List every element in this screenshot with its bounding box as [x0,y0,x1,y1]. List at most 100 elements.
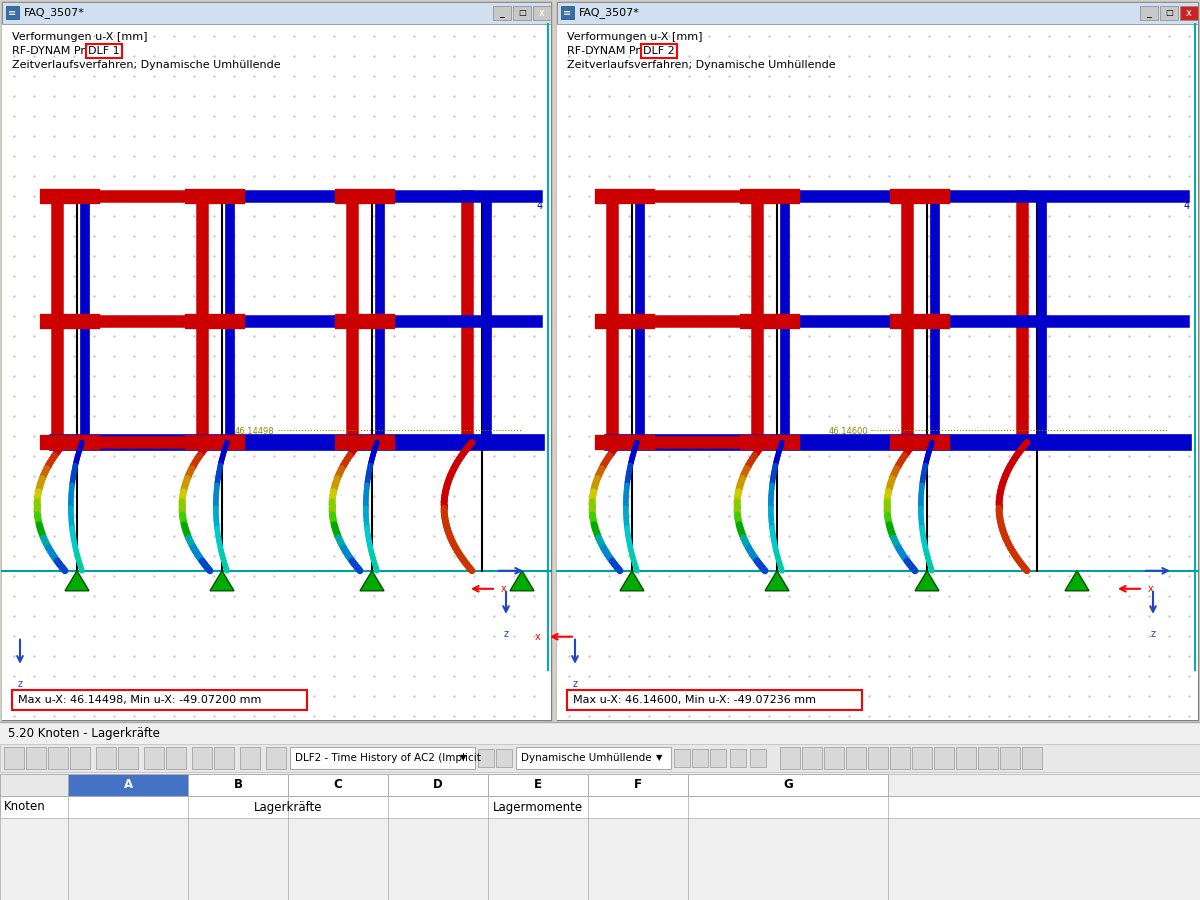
Bar [68,774,188,796]
Bar [266,747,286,769]
Polygon shape [65,571,89,590]
Text: z: z [572,679,577,688]
Text: B: B [234,778,242,791]
Polygon shape [210,571,234,590]
Bar [514,6,530,20]
Bar [86,44,122,58]
Bar [1140,6,1158,20]
Text: z: z [1151,629,1156,639]
Bar [144,747,164,769]
Bar [516,747,671,769]
Text: Zeitverlaufsverfahren; Dynamische Umhüllende: Zeitverlaufsverfahren; Dynamische Umhüll… [12,60,281,70]
Text: F: F [634,778,642,791]
Bar [290,747,475,769]
Text: Max u-X: 46.14600, Min u-X: -49.07236 mm: Max u-X: 46.14600, Min u-X: -49.07236 mm [574,695,816,705]
Polygon shape [916,571,940,590]
Text: Lagermomente: Lagermomente [493,800,583,814]
Bar [1160,6,1178,20]
Bar [750,749,766,767]
Bar [568,690,862,710]
Text: ≡: ≡ [8,8,16,18]
Polygon shape [620,571,644,590]
Text: Knoten: Knoten [4,800,46,814]
Text: ▼: ▼ [656,753,662,762]
Text: RF-DYNAM Pro: RF-DYNAM Pro [12,46,91,56]
Text: x: x [1186,8,1192,18]
Text: 5.20 Knoten - Lagerkräfte: 5.20 Knoten - Lagerkräfte [8,726,160,740]
Bar [214,747,234,769]
Text: _: _ [499,8,504,18]
Bar [188,774,288,796]
Bar [118,747,138,769]
Bar [1180,6,1198,20]
Bar [824,747,844,769]
Text: □: □ [518,8,526,17]
Bar [674,749,690,767]
Text: DLF2 - Time History of AC2 (Implicit: DLF2 - Time History of AC2 (Implicit [295,753,481,763]
Bar [692,749,708,767]
Bar [2,24,551,720]
Bar [4,747,24,769]
Bar [868,747,888,769]
Bar [0,722,1200,900]
Text: Verformungen u-X [mm]: Verformungen u-X [mm] [12,32,148,42]
Text: FAQ_3507*: FAQ_3507* [24,7,85,19]
Text: DLF 2: DLF 2 [643,46,674,56]
Bar [493,6,511,20]
Text: G: G [784,778,793,791]
Bar [780,747,800,769]
Bar [557,24,1198,720]
Bar [588,774,688,796]
Bar [0,796,1200,818]
Bar [912,747,932,769]
Bar [0,774,68,796]
Bar [240,747,260,769]
Text: C: C [334,778,342,791]
Bar [1022,747,1042,769]
Text: Zeitverlaufsverfahren; Dynamische Umhüllende: Zeitverlaufsverfahren; Dynamische Umhüll… [568,60,835,70]
Text: 46.14498: 46.14498 [234,427,275,436]
Bar [688,774,888,796]
Text: x: x [534,632,540,642]
Polygon shape [360,571,384,590]
Bar [0,744,1200,772]
Bar [12,690,307,710]
Text: Max u-X: 46.14498, Min u-X: -49.07200 mm: Max u-X: 46.14498, Min u-X: -49.07200 mm [18,695,262,705]
Bar [533,6,551,20]
Bar [641,44,677,58]
Text: D: D [433,778,443,791]
Text: ≡: ≡ [563,8,571,18]
Bar [496,749,512,767]
Text: E: E [534,778,542,791]
Text: A: A [124,778,132,791]
Text: Verformungen u-X [mm]: Verformungen u-X [mm] [568,32,702,42]
Text: z: z [18,679,23,688]
Bar [2,2,551,720]
Bar [890,747,910,769]
Bar [846,747,866,769]
Bar [70,747,90,769]
Text: x: x [539,8,545,18]
Polygon shape [1066,571,1090,590]
Bar [710,749,726,767]
Text: □: □ [1165,8,1172,17]
Bar [388,774,488,796]
Bar [802,747,822,769]
Text: FAQ_3507*: FAQ_3507* [580,7,640,19]
Bar [96,747,116,769]
Bar [978,747,998,769]
Bar [6,6,19,19]
Text: Dynamische Umhüllende: Dynamische Umhüllende [521,753,652,763]
Text: x: x [502,584,506,594]
Text: ▼: ▼ [460,753,467,762]
Text: Lagerkräfte: Lagerkräfte [253,800,323,814]
Bar [730,749,746,767]
Text: 46.14600: 46.14600 [828,427,868,436]
Bar [166,747,186,769]
Polygon shape [766,571,790,590]
Bar [2,2,551,24]
Bar [934,747,954,769]
Bar [956,747,976,769]
Polygon shape [510,571,534,590]
Bar [562,6,574,19]
